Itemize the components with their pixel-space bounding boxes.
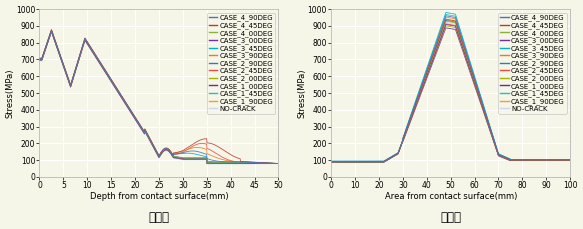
Legend: CASE_4_90DEG, CASE_4_45DEG, CASE_4_00DEG, CASE_3_00DEG, CASE_3_45DEG, CASE_3_90D: CASE_4_90DEG, CASE_4_45DEG, CASE_4_00DEG… (207, 13, 275, 114)
Legend: CASE_4_90DEG, CASE_4_45DEG, CASE_4_00DEG, CASE_3_00DEG, CASE_3_45DEG, CASE_3_90D: CASE_4_90DEG, CASE_4_45DEG, CASE_4_00DEG… (498, 13, 567, 114)
Text: 종방향: 종방향 (149, 211, 170, 224)
Y-axis label: Stress(MPa): Stress(MPa) (297, 68, 306, 118)
X-axis label: Depth from contact surface(mm): Depth from contact surface(mm) (90, 191, 229, 201)
Text: 횟방향: 횟방향 (440, 211, 461, 224)
X-axis label: Area from contact surface(mm): Area from contact surface(mm) (385, 191, 517, 201)
Y-axis label: Stress(MPa): Stress(MPa) (6, 68, 15, 118)
